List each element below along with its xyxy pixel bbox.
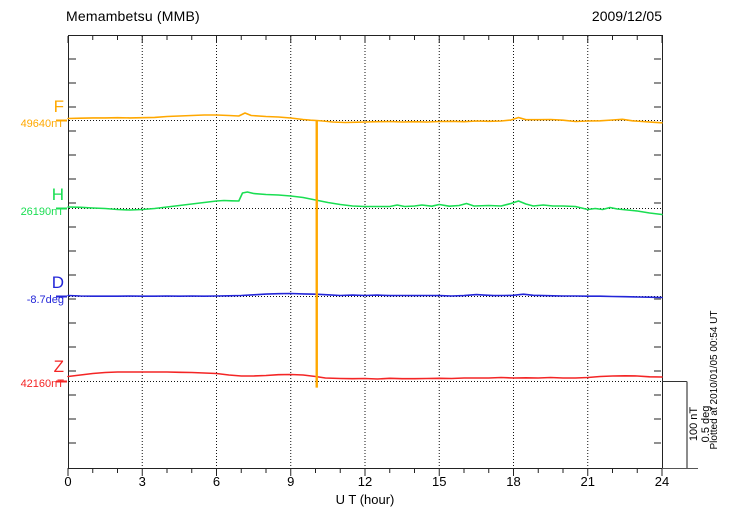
x-tick-label-24: 24 [654,474,670,489]
station-title: Memambetsu (MMB) [66,8,200,24]
component-baseline-z: 42160nT [20,378,64,390]
x-tick-label-18: 18 [506,474,521,489]
trace-F [67,112,663,124]
trace-H [67,191,663,216]
component-baseline-f: 49640nT [20,118,64,130]
x-tick-label-21: 21 [580,474,595,489]
component-letter-z: Z [53,357,64,376]
x-tick-label-3: 3 [138,474,146,489]
x-tick-label-0: 0 [64,474,72,489]
component-baseline-d: -8.7deg [26,294,64,306]
component-letter-d: D [51,273,64,292]
component-label-h: H 26190nT [0,186,64,218]
component-label-z: Z 42160nT [0,358,64,390]
scale-bar-nt: 100 nT [688,406,700,442]
x-axis-title: U T (hour) [335,492,395,507]
x-tick-label-12: 12 [357,474,373,489]
x-tick-label-9: 9 [287,474,295,489]
plot-date: 2009/12/05 [591,8,662,24]
component-label-d: D -8.7deg [0,274,64,306]
trace-D [67,292,663,299]
plotted-at-note: Plotted at 2010/01/05 00:54 UT [709,310,720,450]
component-letter-h: H [51,185,64,204]
trace-Z [67,371,663,380]
component-letter-f: F [53,97,64,116]
x-tick-label-6: 6 [212,474,221,489]
component-label-f: F 49640nT [0,98,64,130]
component-baseline-h: 26190nT [20,206,64,218]
x-tick-label-15: 15 [432,474,447,489]
